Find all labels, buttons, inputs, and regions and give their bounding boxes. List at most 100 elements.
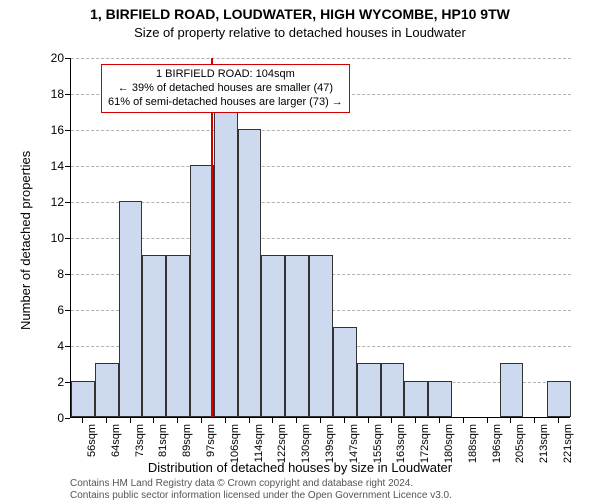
bar <box>119 201 143 417</box>
ytick-mark <box>65 310 70 311</box>
ytick-mark <box>65 238 70 239</box>
xtick-label: 172sqm <box>419 424 431 463</box>
bar <box>71 381 95 417</box>
xtick-label: 147sqm <box>348 424 360 463</box>
ytick-label: 14 <box>34 159 64 173</box>
ytick-label: 10 <box>34 231 64 245</box>
bar <box>142 255 166 417</box>
xtick-mark <box>487 418 488 423</box>
xtick-mark <box>177 418 178 423</box>
ytick-mark <box>65 346 70 347</box>
ytick-label: 8 <box>34 267 64 281</box>
ytick-label: 0 <box>34 411 64 425</box>
ytick-mark <box>65 94 70 95</box>
xtick-mark <box>320 418 321 423</box>
y-axis-label: Number of detached properties <box>18 151 33 330</box>
attribution-line-1: Contains HM Land Registry data © Crown c… <box>70 478 452 490</box>
ytick-mark <box>65 418 70 419</box>
xtick-label: 213sqm <box>538 424 550 463</box>
xtick-label: 106sqm <box>229 424 241 463</box>
ytick-mark <box>65 58 70 59</box>
xtick-mark <box>344 418 345 423</box>
bar <box>190 165 214 417</box>
xtick-label: 205sqm <box>514 424 526 463</box>
ytick-label: 6 <box>34 303 64 317</box>
bar <box>238 129 262 417</box>
ytick-label: 12 <box>34 195 64 209</box>
xtick-label: 130sqm <box>300 424 312 463</box>
xtick-label: 196sqm <box>491 424 503 463</box>
ytick-mark <box>65 166 70 167</box>
attribution: Contains HM Land Registry data © Crown c… <box>70 478 452 502</box>
bar <box>547 381 571 417</box>
xtick-mark <box>439 418 440 423</box>
gridline <box>71 58 571 59</box>
bar <box>95 363 119 417</box>
xtick-label: 188sqm <box>467 424 479 463</box>
bar <box>428 381 452 417</box>
chart-area: 1 BIRFIELD ROAD: 104sqm ← 39% of detache… <box>70 58 570 418</box>
ytick-label: 20 <box>34 51 64 65</box>
xtick-mark <box>82 418 83 423</box>
title-line-2: Size of property relative to detached ho… <box>0 25 600 40</box>
xtick-label: 163sqm <box>395 424 407 463</box>
callout-box: 1 BIRFIELD ROAD: 104sqm ← 39% of detache… <box>101 64 350 113</box>
ytick-mark <box>65 382 70 383</box>
gridline <box>71 130 571 131</box>
xtick-mark <box>201 418 202 423</box>
bar <box>381 363 405 417</box>
gridline <box>71 166 571 167</box>
xtick-label: 221sqm <box>562 424 574 463</box>
ytick-mark <box>65 130 70 131</box>
xtick-mark <box>534 418 535 423</box>
bar <box>333 327 357 417</box>
bar <box>285 255 309 417</box>
callout-line-1: 1 BIRFIELD ROAD: 104sqm <box>108 68 343 82</box>
xtick-mark <box>368 418 369 423</box>
xtick-label: 97sqm <box>205 424 217 457</box>
xtick-label: 139sqm <box>324 424 336 463</box>
bar <box>500 363 524 417</box>
xtick-mark <box>249 418 250 423</box>
gridline <box>71 238 571 239</box>
xtick-mark <box>296 418 297 423</box>
xtick-mark <box>106 418 107 423</box>
bar <box>309 255 333 417</box>
xtick-mark <box>463 418 464 423</box>
xtick-mark <box>225 418 226 423</box>
gridline <box>71 202 571 203</box>
xtick-label: 56sqm <box>86 424 98 457</box>
xtick-mark <box>272 418 273 423</box>
callout-line-3: 61% of semi-detached houses are larger (… <box>108 96 343 110</box>
plot-area: 1 BIRFIELD ROAD: 104sqm ← 39% of detache… <box>70 58 570 418</box>
bar <box>261 255 285 417</box>
callout-line-2: ← 39% of detached houses are smaller (47… <box>108 82 343 96</box>
xtick-mark <box>153 418 154 423</box>
x-axis-label: Distribution of detached houses by size … <box>0 460 600 475</box>
xtick-label: 155sqm <box>372 424 384 463</box>
bar <box>357 363 381 417</box>
ytick-label: 16 <box>34 123 64 137</box>
xtick-mark <box>558 418 559 423</box>
ytick-label: 18 <box>34 87 64 101</box>
xtick-mark <box>510 418 511 423</box>
ytick-mark <box>65 202 70 203</box>
xtick-label: 64sqm <box>110 424 122 457</box>
xtick-mark <box>391 418 392 423</box>
bar <box>166 255 190 417</box>
ytick-label: 4 <box>34 339 64 353</box>
bar <box>404 381 428 417</box>
xtick-mark <box>130 418 131 423</box>
ytick-label: 2 <box>34 375 64 389</box>
xtick-label: 73sqm <box>134 424 146 457</box>
ytick-mark <box>65 274 70 275</box>
xtick-label: 114sqm <box>253 424 265 462</box>
xtick-label: 89sqm <box>181 424 193 457</box>
xtick-label: 81sqm <box>157 424 169 457</box>
title-line-1: 1, BIRFIELD ROAD, LOUDWATER, HIGH WYCOMB… <box>0 6 600 22</box>
bar <box>214 93 238 417</box>
attribution-line-2: Contains public sector information licen… <box>70 490 452 502</box>
xtick-mark <box>415 418 416 423</box>
xtick-label: 122sqm <box>276 424 288 463</box>
xtick-label: 180sqm <box>443 424 455 463</box>
